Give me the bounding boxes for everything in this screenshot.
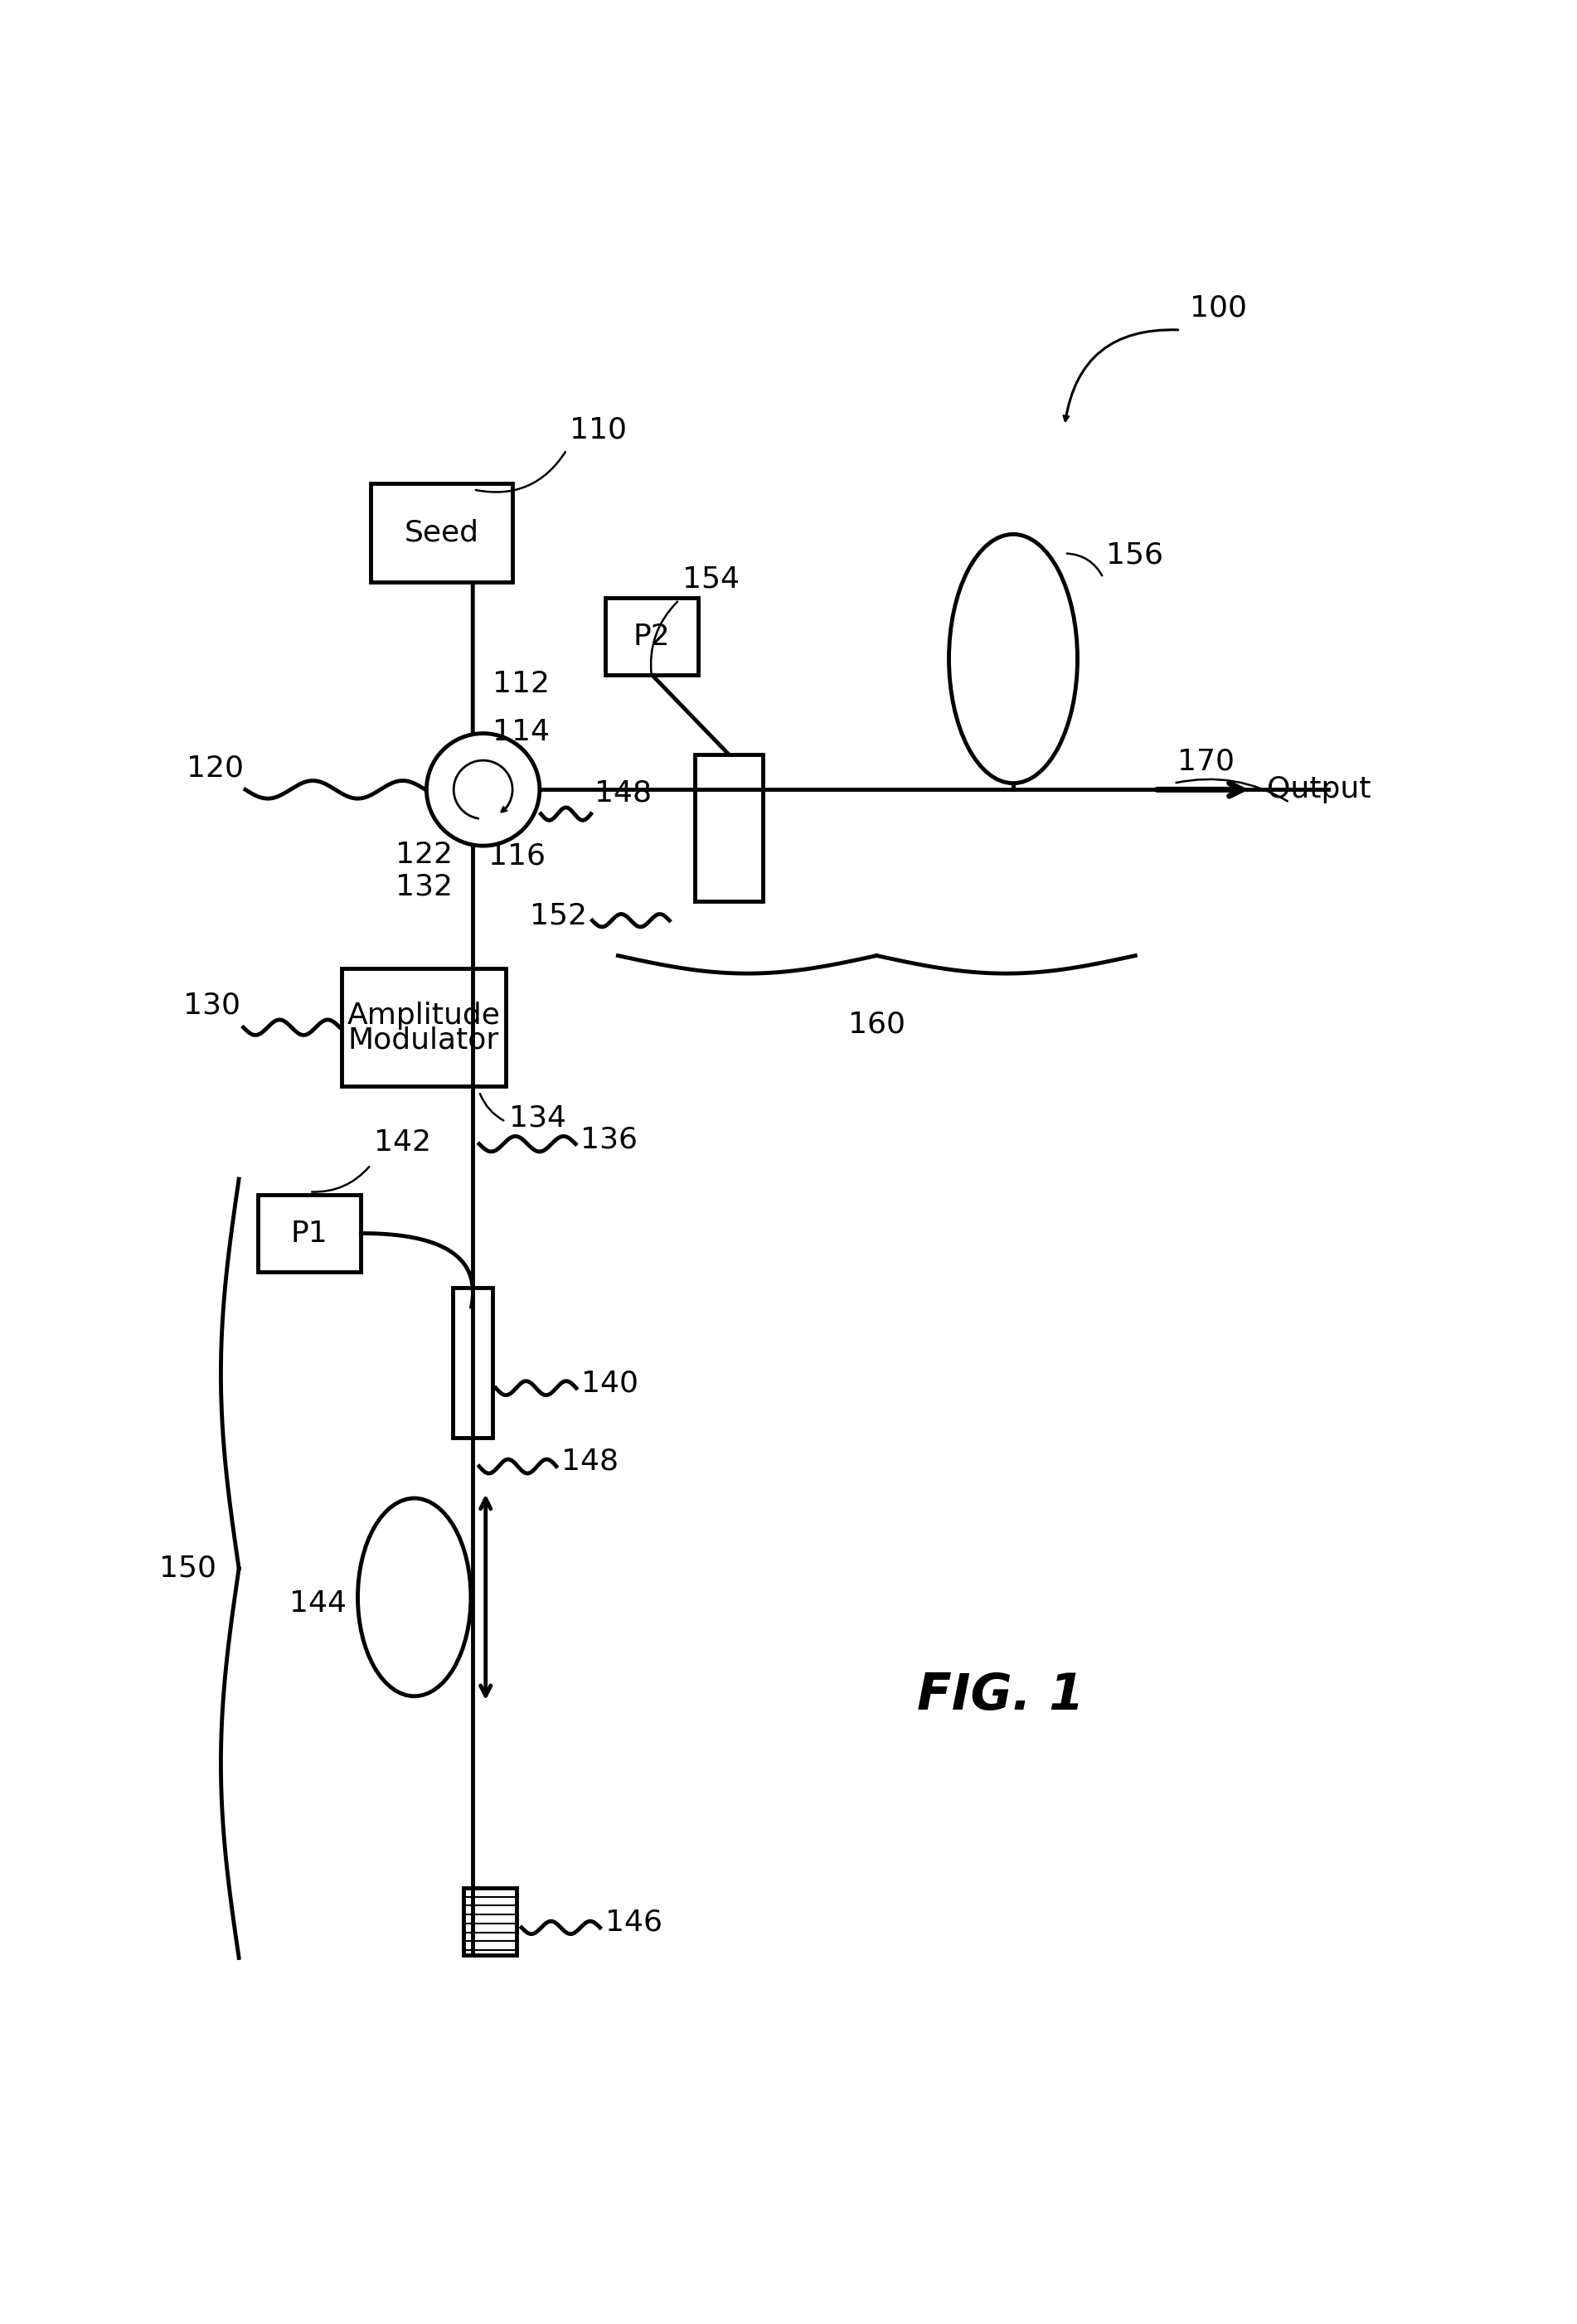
Text: 136: 136 bbox=[580, 1125, 639, 1153]
Text: 148: 148 bbox=[561, 1448, 618, 1476]
Text: P1: P1 bbox=[292, 1220, 328, 1248]
Bar bbox=[695, 755, 763, 902]
Bar bbox=[453, 1287, 492, 1439]
Text: 100: 100 bbox=[1191, 295, 1247, 323]
Text: 160: 160 bbox=[848, 1011, 905, 1039]
Text: 144: 144 bbox=[289, 1590, 347, 1618]
Text: 150: 150 bbox=[159, 1555, 216, 1583]
Bar bbox=[371, 483, 513, 581]
Text: 114: 114 bbox=[492, 718, 550, 746]
Text: 116: 116 bbox=[489, 841, 546, 869]
Text: Output: Output bbox=[1266, 776, 1370, 804]
Text: 130: 130 bbox=[183, 992, 241, 1020]
Text: 140: 140 bbox=[582, 1369, 639, 1397]
Text: 122: 122 bbox=[396, 841, 453, 869]
Text: Seed: Seed bbox=[404, 518, 478, 546]
Text: Modulator: Modulator bbox=[349, 1027, 500, 1055]
Text: 112: 112 bbox=[492, 669, 550, 700]
Text: 120: 120 bbox=[186, 753, 243, 781]
Text: FIG. 1: FIG. 1 bbox=[916, 1671, 1083, 1720]
Text: 142: 142 bbox=[374, 1129, 431, 1157]
Text: 134: 134 bbox=[509, 1104, 566, 1132]
Bar bbox=[606, 597, 699, 674]
Text: 148: 148 bbox=[595, 779, 651, 806]
Text: P2: P2 bbox=[634, 623, 670, 651]
Text: 154: 154 bbox=[683, 565, 740, 593]
Text: Amplitude: Amplitude bbox=[347, 1002, 500, 1030]
Text: 110: 110 bbox=[569, 416, 628, 444]
Bar bbox=[342, 969, 506, 1088]
Bar bbox=[464, 1887, 517, 1954]
Text: 146: 146 bbox=[606, 1908, 662, 1936]
Text: 170: 170 bbox=[1176, 748, 1235, 776]
Text: 132: 132 bbox=[396, 872, 453, 902]
Bar bbox=[259, 1195, 361, 1271]
Text: 156: 156 bbox=[1107, 541, 1164, 569]
Text: 152: 152 bbox=[530, 902, 587, 930]
